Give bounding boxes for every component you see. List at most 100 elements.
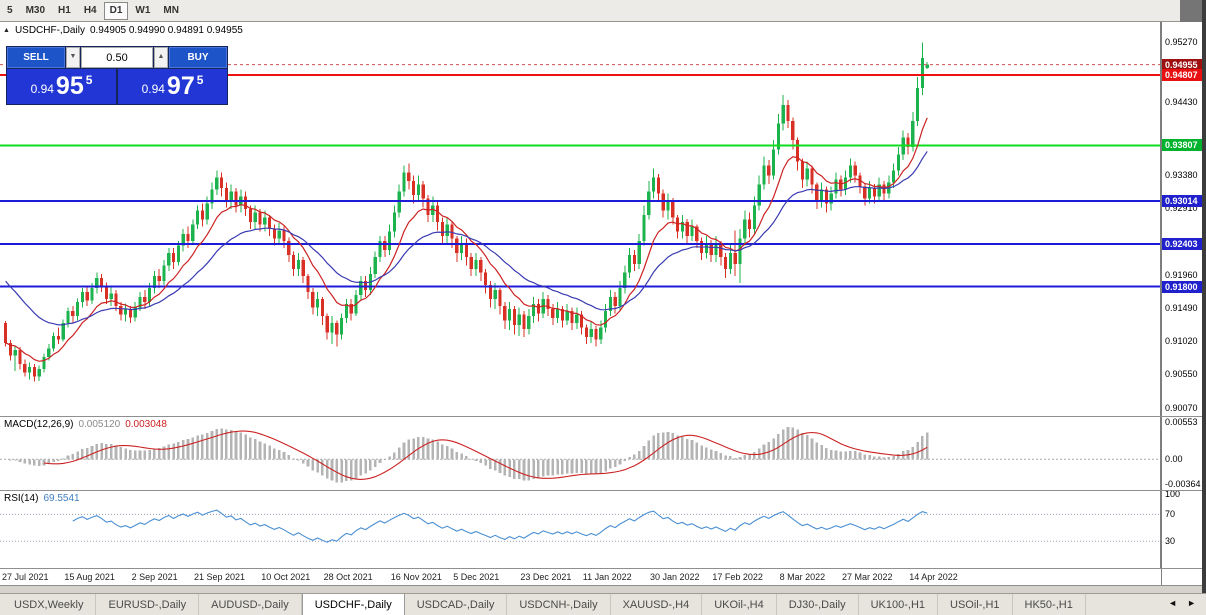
rsi-indicator <box>0 509 1161 543</box>
chart-header: ▲ USDCHF-,Daily 0.94905 0.94990 0.94891 … <box>3 25 243 36</box>
time-axis-label: 10 Oct 2021 <box>261 572 311 582</box>
time-axis-label: 11 Jan 2022 <box>582 572 632 582</box>
timeframe-d1[interactable]: D1 <box>103 1 129 20</box>
tab-xauusd-h4[interactable]: XAUUSD-,H4 <box>611 594 703 615</box>
axis-bottom-border <box>0 585 1206 586</box>
pane-separator-rsi-axis <box>0 568 1206 569</box>
rsi-tick: 100 <box>1165 489 1181 500</box>
tab-usdx-weekly[interactable]: USDX,Weekly <box>2 594 97 615</box>
buy-price-button[interactable]: 0.94 97 5 <box>118 69 227 104</box>
rsi-tick: 70 <box>1165 509 1176 520</box>
sell-price-prefix: 0.94 <box>30 81 54 96</box>
time-axis-label: 21 Sep 2021 <box>194 572 246 582</box>
rsi-value: 69.5541 <box>43 493 80 504</box>
tab-scroll-right-button[interactable]: ► <box>1187 598 1196 608</box>
trade-panel-prices-row: 0.94 95 5 0.94 97 5 <box>7 69 227 104</box>
one-click-collapse-toggle[interactable]: ▲ <box>3 27 10 34</box>
time-axis-label: 28 Oct 2021 <box>323 572 373 582</box>
timeframe-h1[interactable]: H1 <box>52 2 77 20</box>
price-tick: 0.95270 <box>1165 37 1198 48</box>
time-axis-label: 15 Aug 2021 <box>64 572 115 582</box>
timeframe-mn[interactable]: MN <box>157 2 185 20</box>
price-tick: 0.90550 <box>1165 369 1198 380</box>
macd-tick: 0.00553 <box>1165 416 1198 427</box>
timeframe-5[interactable]: 5 <box>1 2 19 20</box>
time-axis-label: 5 Dec 2021 <box>453 572 500 582</box>
macd-label: MACD(12,26,9) 0.005120 0.003048 <box>4 419 167 430</box>
sell-button[interactable]: SELL <box>7 47 65 68</box>
price-tick: 0.93380 <box>1165 170 1198 181</box>
timeframe-w1[interactable]: W1 <box>129 2 156 20</box>
price-badge: 0.94955 <box>1162 58 1206 71</box>
time-axis-label: 23 Dec 2021 <box>520 572 572 582</box>
tab-ukoil-h4[interactable]: UKOil-,H4 <box>702 594 777 615</box>
rsi-tick: 30 <box>1165 536 1176 547</box>
pane-separator-main-macd[interactable] <box>0 416 1206 417</box>
timeframe-toolbar: 5 M30 H1 H4 D1 W1 MN <box>0 0 1180 22</box>
one-click-trade-panel: SELL ▼ ▲ BUY 0.94 95 5 0.94 97 5 <box>6 46 228 105</box>
price-tick: 0.90070 <box>1165 403 1198 414</box>
price-tick: 0.91490 <box>1165 303 1198 314</box>
tab-scroll-left-button[interactable]: ◄ <box>1168 598 1178 608</box>
time-axis-label: 8 Mar 2022 <box>779 572 826 582</box>
price-badge: 0.91800 <box>1162 280 1206 293</box>
time-axis-label: 16 Nov 2021 <box>390 572 442 582</box>
macd-signal-value: 0.003048 <box>125 419 167 430</box>
time-axis-label: 17 Feb 2022 <box>712 572 763 582</box>
macd-tick: -0.00364 <box>1165 479 1201 490</box>
volume-decrease-button[interactable]: ▼ <box>66 47 80 68</box>
price-badge: 0.94807 <box>1162 68 1206 81</box>
chart-ohlc-values: 0.94905 0.94990 0.94891 0.94955 <box>89 25 243 36</box>
price-scale[interactable]: 0.95270 0.94430 0.93380 0.92910 0.91960 0.914… <box>1161 22 1206 585</box>
price-badge: 0.93014 <box>1162 195 1206 208</box>
rsi-name: RSI(14) <box>4 493 39 504</box>
buy-price-pip-digit: 5 <box>196 72 204 87</box>
price-tick: 0.91960 <box>1165 270 1198 281</box>
pane-separator-macd-rsi[interactable] <box>0 490 1206 491</box>
price-tick: 0.92910 <box>1165 203 1198 214</box>
tab-scroll-arrows: ◄ ► <box>1168 598 1196 608</box>
sell-price-big-digits: 95 <box>55 72 84 100</box>
tab-usdcad-daily[interactable]: USDCAD-,Daily <box>405 594 508 615</box>
time-axis-label: 14 Apr 2022 <box>909 572 958 582</box>
toolbar-right-area <box>1180 0 1206 23</box>
horizontal-scroll-strip[interactable] <box>0 586 1206 593</box>
tab-usoil-h1[interactable]: USOil-,H1 <box>938 594 1013 615</box>
chart-symbol-label: USDCHF-,Daily <box>14 25 85 36</box>
macd-tick: 0.00 <box>1165 454 1183 465</box>
sell-price-button[interactable]: 0.94 95 5 <box>7 69 116 104</box>
time-axis[interactable]: 27 Jul 2021 15 Aug 2021 2 Sep 2021 21 Sep 2… <box>0 569 1161 585</box>
macd-indicator <box>0 427 1161 483</box>
timeframe-h4[interactable]: H4 <box>78 2 103 20</box>
tab-eurusd-daily[interactable]: EURUSD-,Daily <box>96 594 200 615</box>
sell-price-pip-digit: 5 <box>85 72 93 87</box>
tab-uk100-h1[interactable]: UK100-,H1 <box>859 594 939 615</box>
tab-dj30-daily[interactable]: DJ30-,Daily <box>777 594 859 615</box>
buy-price-big-digits: 97 <box>166 72 195 100</box>
time-axis-label: 27 Mar 2022 <box>842 572 893 582</box>
tab-hk50-h1[interactable]: HK50-,H1 <box>1013 594 1086 615</box>
time-axis-label: 2 Sep 2021 <box>131 572 178 582</box>
trade-panel-controls-row: SELL ▼ ▲ BUY <box>7 47 227 68</box>
price-tick: 0.91020 <box>1165 336 1198 347</box>
chart-tabs-bar: USDX,Weekly EURUSD-,Daily AUDUSD-,Daily USD… <box>0 593 1206 615</box>
timeframe-m30[interactable]: M30 <box>20 2 51 20</box>
price-badge: 0.93807 <box>1162 139 1206 152</box>
volume-input[interactable] <box>81 47 153 68</box>
macd-name: MACD(12,26,9) <box>4 419 74 430</box>
buy-button[interactable]: BUY <box>169 47 227 68</box>
tab-audusd-daily[interactable]: AUDUSD-,Daily <box>199 594 302 615</box>
price-tick: 0.94430 <box>1165 96 1198 107</box>
price-badge: 0.92403 <box>1162 238 1206 251</box>
tab-usdchf-daily[interactable]: USDCHF-,Daily <box>301 594 405 615</box>
time-axis-label: 30 Jan 2022 <box>650 572 700 582</box>
buy-price-prefix: 0.94 <box>141 81 165 96</box>
window-right-edge <box>1202 0 1206 593</box>
tab-usdcnh-daily[interactable]: USDCNH-,Daily <box>507 594 611 615</box>
time-axis-label: 27 Jul 2021 <box>2 572 49 582</box>
rsi-label: RSI(14) 69.5541 <box>4 493 80 504</box>
moving-average-lines <box>5 117 928 362</box>
volume-increase-button[interactable]: ▲ <box>154 47 168 68</box>
macd-main-value: 0.005120 <box>78 419 121 430</box>
